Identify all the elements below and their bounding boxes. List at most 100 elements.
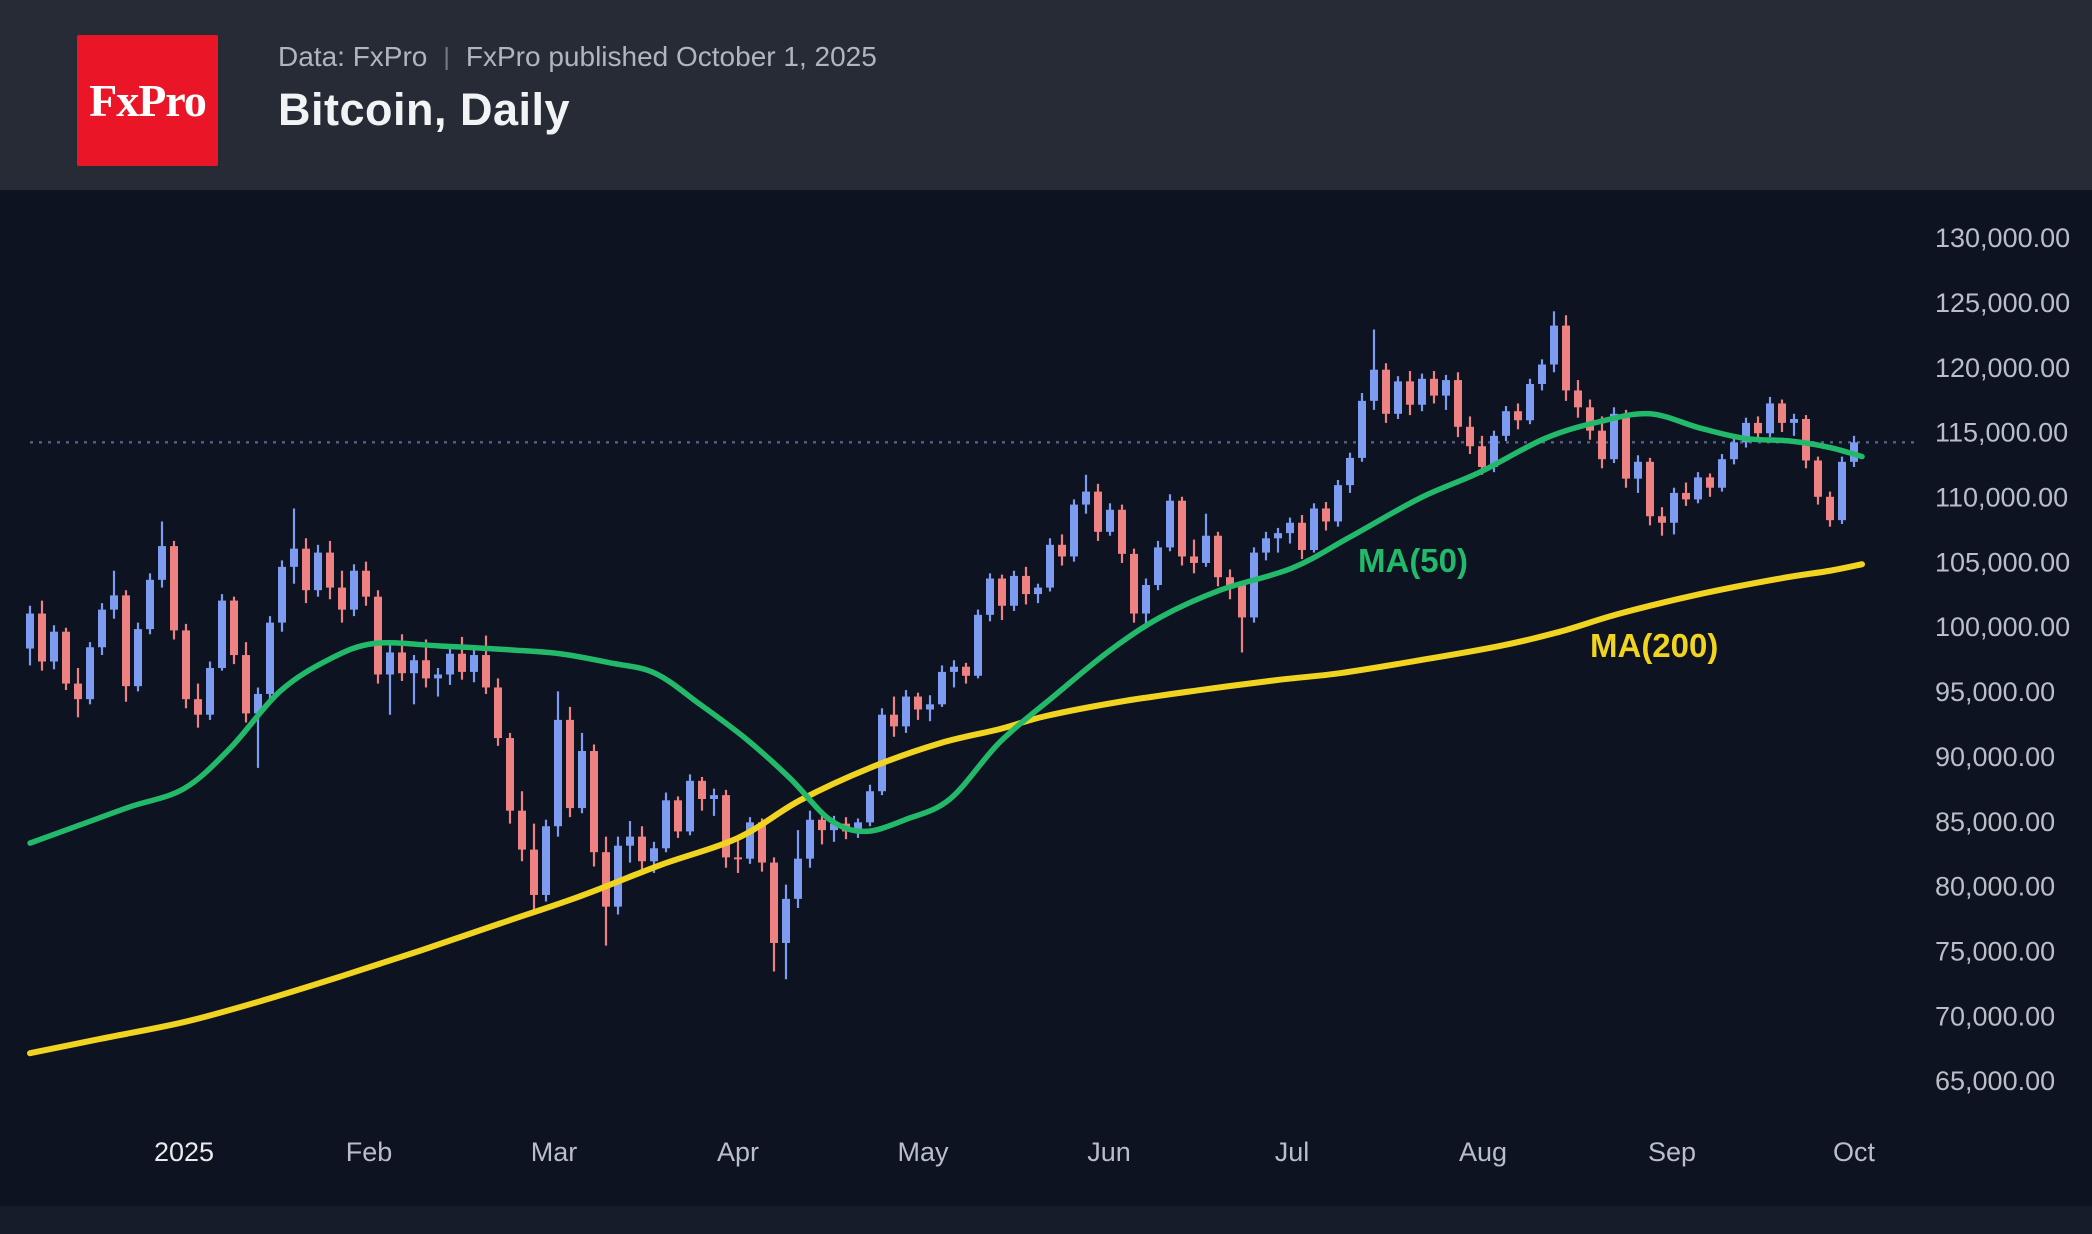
candle-body-up xyxy=(1442,380,1450,396)
candle-body-up xyxy=(686,780,694,832)
candle-body-down xyxy=(1130,553,1138,614)
x-axis-label: Oct xyxy=(1833,1137,1876,1167)
candle-body-up xyxy=(386,652,394,675)
candle-body-down xyxy=(698,780,706,800)
candle-body-up xyxy=(134,629,142,687)
candle-body-up xyxy=(1034,587,1042,595)
data-source-label: Data: FxPro xyxy=(278,41,428,72)
ma50-label: MA(50) xyxy=(1358,542,1468,579)
candle-body-up xyxy=(1418,378,1426,405)
candle-body-up xyxy=(1154,547,1162,586)
candle-body-up xyxy=(86,647,94,700)
candle-body-up xyxy=(542,826,550,895)
candle-body-up xyxy=(470,655,478,672)
x-axis-label: Mar xyxy=(531,1137,578,1167)
candle-body-up xyxy=(50,631,58,662)
candle-body-down xyxy=(1586,407,1594,431)
candle-body-up xyxy=(986,578,994,615)
candle-body-up xyxy=(1502,411,1510,436)
candle-body-up xyxy=(1730,442,1738,460)
candle-body-up xyxy=(314,552,322,591)
y-axis-label: 120,000.00 xyxy=(1935,353,2070,383)
candle-body-down xyxy=(1478,446,1486,467)
candle-body-down xyxy=(182,630,190,700)
candle-body-down xyxy=(890,714,898,727)
candle-body-down xyxy=(74,683,82,700)
candle-body-up xyxy=(710,795,718,800)
candle-body-up xyxy=(1526,383,1534,421)
candle-body-up xyxy=(878,714,886,792)
candle-body-down xyxy=(1514,411,1522,421)
candle-body-up xyxy=(974,614,982,676)
candle-body-down xyxy=(326,552,334,588)
x-axis-label: May xyxy=(897,1137,949,1167)
candle-body-down xyxy=(62,631,70,684)
candle-body-down xyxy=(1706,477,1714,488)
candle-body-up xyxy=(950,666,958,672)
y-axis-label: 90,000.00 xyxy=(1935,742,2055,772)
candle-body-up xyxy=(1790,418,1798,423)
ma200-label: MA(200) xyxy=(1590,627,1718,664)
y-axis-label: 70,000.00 xyxy=(1935,1001,2055,1031)
candle-body-down xyxy=(482,655,490,688)
y-axis-label: 125,000.00 xyxy=(1935,288,2070,318)
candle-body-down xyxy=(230,600,238,656)
candle-body-down xyxy=(1214,535,1222,578)
candle-body-down xyxy=(1754,422,1762,434)
x-axis-label: Sep xyxy=(1648,1137,1696,1167)
x-axis-label: Jul xyxy=(1275,1137,1310,1167)
candle-body-down xyxy=(494,687,502,739)
candle-body-down xyxy=(590,751,598,853)
y-axis-label: 95,000.00 xyxy=(1935,677,2055,707)
candle-body-up xyxy=(434,674,442,679)
candle-body-up xyxy=(626,836,634,846)
candle-body-up xyxy=(1394,381,1402,414)
candle-body-down xyxy=(1646,461,1654,517)
candle-body-down xyxy=(1562,325,1570,391)
candle-body-up xyxy=(746,822,754,859)
header-bar: FxPro Data: FxPro | FxPro published Octo… xyxy=(0,0,2092,190)
candle-body-up xyxy=(614,845,622,907)
candle-body-down xyxy=(1598,430,1606,460)
candle-body-down xyxy=(518,810,526,850)
footer-strip xyxy=(0,1206,2092,1234)
candle-body-up xyxy=(806,819,814,859)
candle-body-down xyxy=(1454,380,1462,427)
candle-body-down xyxy=(1406,381,1414,405)
candle-body-down xyxy=(962,666,970,676)
candle-body-up xyxy=(1250,552,1258,618)
candle-body-up xyxy=(1766,403,1774,434)
y-axis-label: 100,000.00 xyxy=(1935,612,2070,642)
candle-body-down xyxy=(1826,496,1834,521)
candle-body-up xyxy=(158,546,166,580)
candle-body-down xyxy=(1814,460,1822,497)
candle-body-up xyxy=(1358,400,1366,458)
y-axis-label: 105,000.00 xyxy=(1935,547,2070,577)
candle-body-down xyxy=(722,795,730,858)
candle-body-up xyxy=(1070,504,1078,557)
y-axis-label: 80,000.00 xyxy=(1935,872,2055,902)
x-axis-label: 2025 xyxy=(154,1137,214,1167)
candle-body-up xyxy=(278,566,286,623)
candle-body-up xyxy=(1106,509,1114,532)
candle-body-up xyxy=(1538,364,1546,384)
candle-body-down xyxy=(566,719,574,809)
candle-body-down xyxy=(194,699,202,715)
candle-body-up xyxy=(1286,522,1294,534)
candle-body-down xyxy=(1178,500,1186,557)
candle-body-up xyxy=(218,600,226,669)
candle-body-down xyxy=(302,548,310,591)
published-label: FxPro published October 1, 2025 xyxy=(465,41,877,72)
candle-body-down xyxy=(374,596,382,675)
candle-body-down xyxy=(1802,418,1810,461)
candle-body-down xyxy=(1118,509,1126,554)
candle-body-down xyxy=(1022,575,1030,595)
candle-body-down xyxy=(530,849,538,895)
candle-body-up xyxy=(1670,492,1678,523)
candle-body-up xyxy=(1082,491,1090,505)
candle-body-up xyxy=(26,613,34,649)
candle-body-up xyxy=(350,570,358,610)
candle-body-up xyxy=(1370,369,1378,401)
x-axis-label: Jun xyxy=(1087,1137,1131,1167)
